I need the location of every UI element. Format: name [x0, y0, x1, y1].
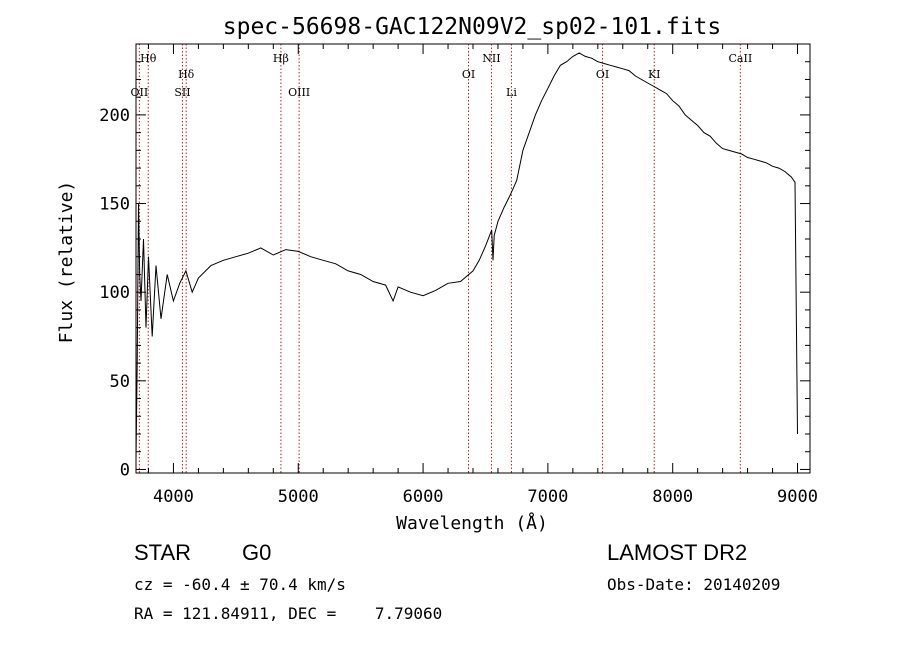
x-axis-label: Wavelength (Å) — [396, 512, 548, 534]
object-subclass: G0 — [242, 540, 272, 565]
plot-frame — [135, 43, 811, 474]
x-tick-label-9000: 9000 — [777, 487, 818, 507]
y-axis-label: Flux (relative) — [56, 181, 77, 344]
coordinates-readout: RA = 121.84911, DEC = 7.79060 — [134, 604, 443, 623]
survey-name: LAMOST DR2 — [607, 540, 748, 565]
x-tick-label-7000: 7000 — [527, 487, 568, 507]
x-axis: 4000 5000 6000 7000 8000 9000 — [147, 44, 818, 507]
marker-label-3: SII — [174, 86, 190, 99]
marker-label-8: Li — [506, 86, 517, 99]
marker-label-9: OI — [596, 68, 609, 81]
x-tick-label-5000: 5000 — [278, 487, 319, 507]
marker-label-6: OI — [462, 68, 475, 81]
marker-label-7: NII — [482, 52, 500, 65]
chart-title: spec-56698-GAC122N09V2_sp02-101.fits — [223, 14, 722, 40]
x-tick-label-6000: 6000 — [403, 487, 444, 507]
spectrum-line — [135, 52, 798, 461]
marker-label-4: Hβ — [273, 52, 289, 65]
emission-line-labels: Hθ OII Hδ SII Hβ OIII OI NII Li OI KI CaII — [131, 52, 753, 99]
marker-label-10: KI — [648, 68, 661, 81]
y-tick-label-0: 0 — [120, 460, 130, 480]
y-tick-label-50: 50 — [110, 372, 130, 392]
y-tick-label-150: 150 — [99, 195, 130, 215]
spectrum-chart: spec-56698-GAC122N09V2_sp02-101.fits Hθ O… — [56, 14, 818, 534]
emission-line-markers — [138, 44, 741, 473]
y-tick-label-200: 200 — [99, 106, 130, 126]
x-tick-label-4000: 4000 — [153, 487, 194, 507]
redshift-readout: cz = -60.4 ± 70.4 km/s — [134, 575, 346, 594]
marker-label-0: Hθ — [140, 52, 157, 65]
y-tick-label-100: 100 — [99, 283, 130, 303]
marker-label-1: OII — [131, 86, 149, 99]
marker-label-2: Hδ — [178, 68, 195, 81]
x-tick-label-8000: 8000 — [652, 487, 693, 507]
y-axis: 0 50 100 150 200 — [99, 61, 810, 480]
object-class: STAR — [134, 540, 192, 565]
observation-date: Obs-Date: 20140209 — [607, 575, 781, 594]
marker-label-5: OIII — [288, 86, 310, 99]
marker-label-11: CaII — [729, 52, 753, 65]
